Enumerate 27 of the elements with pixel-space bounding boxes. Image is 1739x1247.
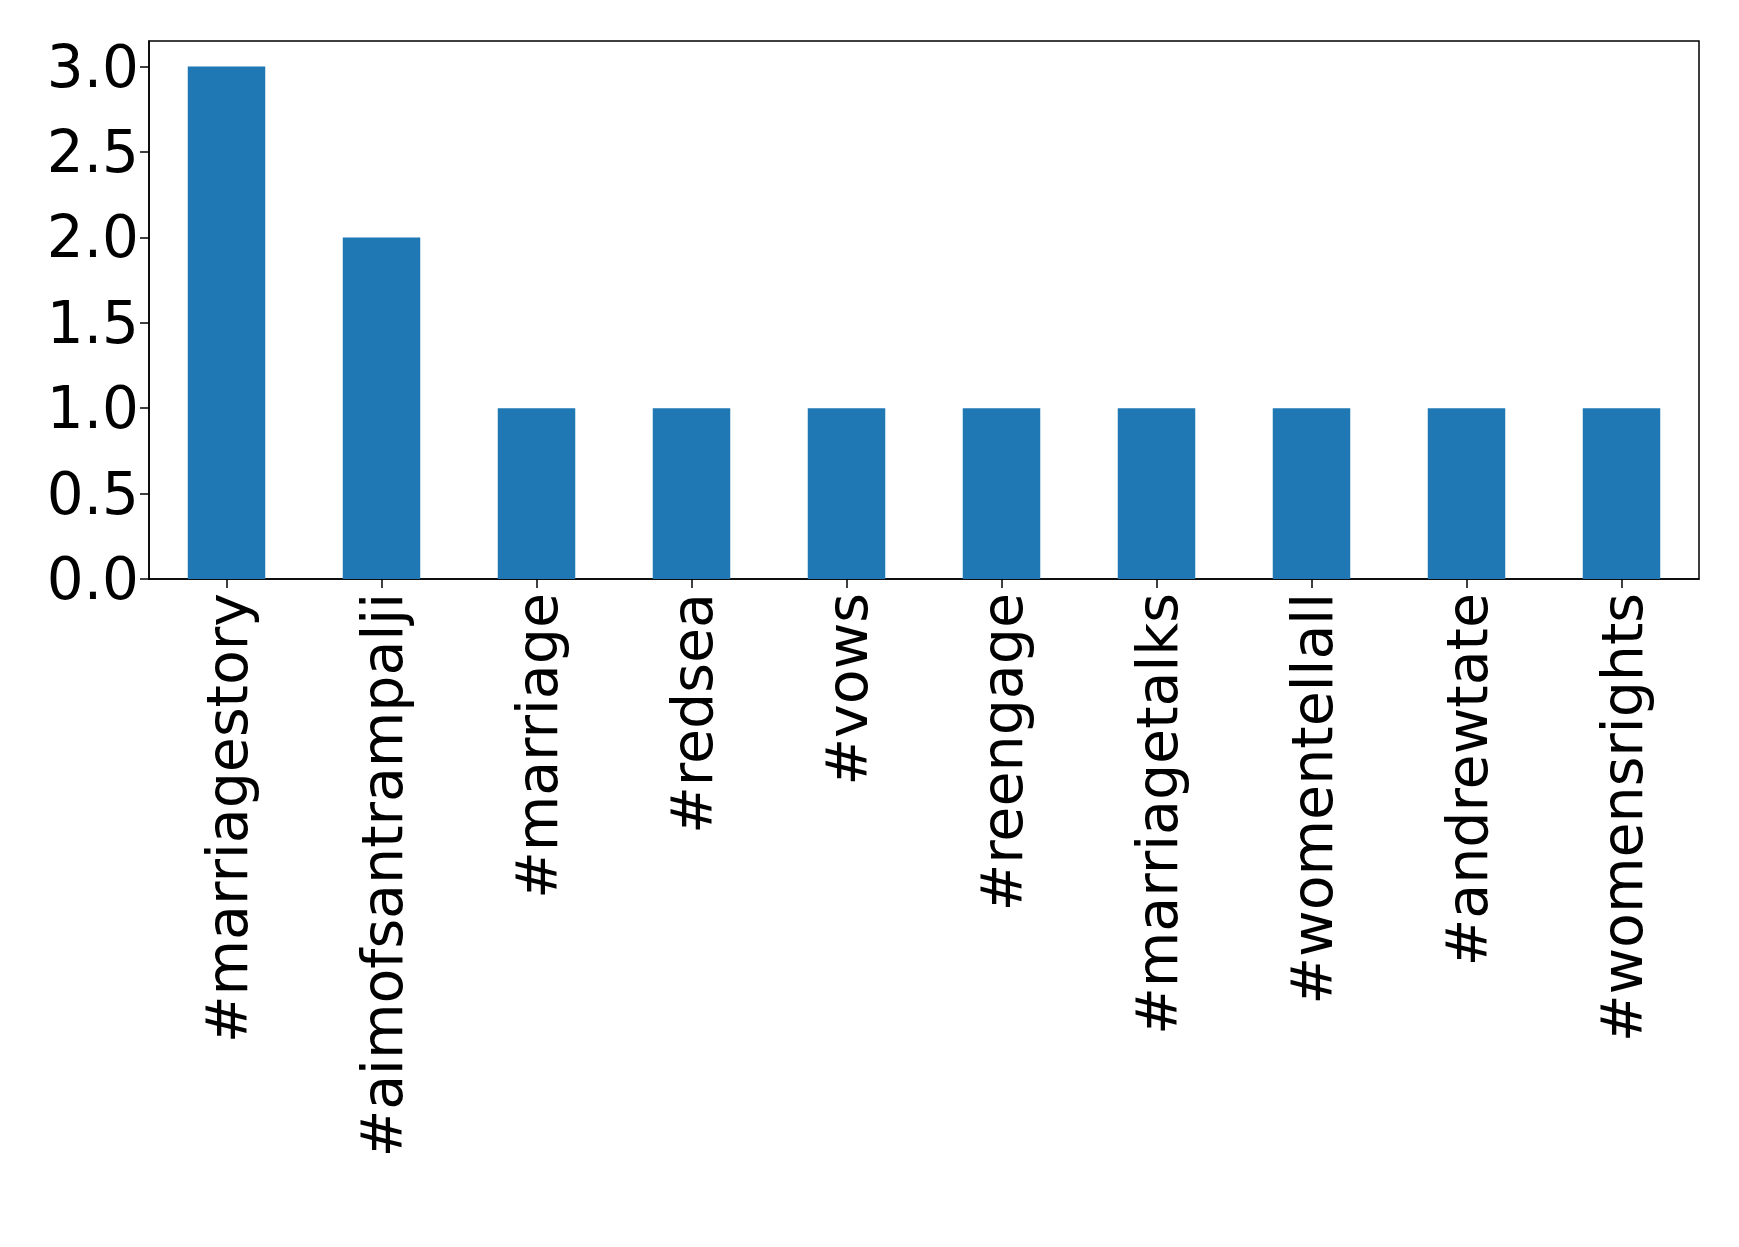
bar bbox=[1427, 408, 1506, 579]
y-tick-label: 0.0 bbox=[46, 545, 139, 613]
x-tick-label: #andrewtate bbox=[1433, 593, 1500, 967]
bar bbox=[1272, 408, 1351, 579]
bar bbox=[342, 237, 421, 579]
x-tick-label: #marriagestory bbox=[193, 593, 260, 1044]
x-tick-label: #marriagetalks bbox=[1123, 593, 1190, 1035]
y-tick-label: 2.0 bbox=[46, 203, 139, 272]
bar bbox=[497, 408, 576, 579]
y-tick-label: 3.0 bbox=[46, 32, 139, 101]
bar bbox=[652, 408, 731, 579]
y-tick-label: 1.0 bbox=[46, 374, 139, 443]
bar bbox=[1117, 408, 1196, 579]
x-tick-label: #redsea bbox=[658, 593, 725, 834]
y-tick-label: 2.5 bbox=[46, 118, 139, 187]
bar bbox=[187, 66, 266, 579]
y-tick-label: 0.5 bbox=[46, 459, 139, 528]
x-tick-label: #womensrights bbox=[1588, 593, 1655, 1043]
bar bbox=[1582, 408, 1661, 579]
x-tick-label: #aimofsantrampalji bbox=[348, 593, 415, 1158]
x-tick-label: #vows bbox=[813, 593, 880, 786]
x-tick-label: #reengage bbox=[968, 593, 1035, 912]
x-tick-label: #womentellall bbox=[1278, 593, 1345, 1005]
x-tick-label: #marriage bbox=[503, 593, 570, 900]
bar bbox=[962, 408, 1041, 579]
bar bbox=[807, 408, 886, 579]
y-tick-label: 1.5 bbox=[46, 288, 139, 357]
